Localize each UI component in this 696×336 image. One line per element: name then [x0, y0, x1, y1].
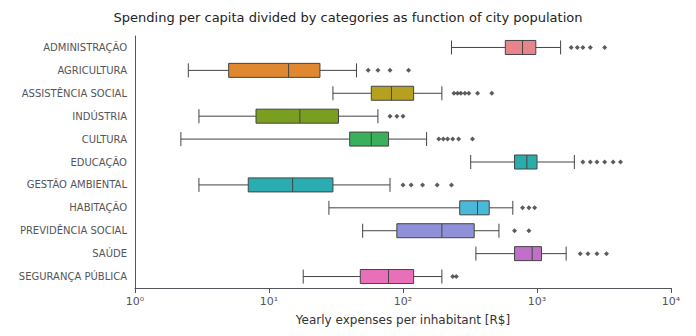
svg-text:10¹: 10¹ [260, 295, 278, 308]
svg-text:AGRICULTURA: AGRICULTURA [57, 65, 127, 76]
svg-text:Spending per capita divided by: Spending per capita divided by categorie… [114, 10, 583, 25]
svg-text:GESTÃO AMBIENTAL: GESTÃO AMBIENTAL [27, 178, 128, 190]
svg-text:CULTURA: CULTURA [82, 134, 127, 145]
svg-text:10²: 10² [394, 295, 412, 308]
svg-text:PREVIDÊNCIA SOCIAL: PREVIDÊNCIA SOCIAL [20, 224, 128, 236]
svg-text:Yearly expenses per inhabitant: Yearly expenses per inhabitant [R$] [295, 313, 510, 327]
svg-text:SAÚDE: SAÚDE [92, 247, 127, 259]
svg-text:SEGURANÇA PÚBLICA: SEGURANÇA PÚBLICA [19, 270, 127, 282]
svg-text:HABITAÇÃO: HABITAÇÃO [69, 201, 127, 213]
svg-text:INDÚSTRIA: INDÚSTRIA [72, 110, 127, 122]
svg-text:10⁰: 10⁰ [126, 295, 145, 308]
svg-text:10⁴: 10⁴ [662, 295, 681, 308]
svg-text:EDUCAÇÃO: EDUCAÇÃO [70, 156, 127, 168]
svg-text:ADMINISTRAÇÃO: ADMINISTRAÇÃO [43, 41, 127, 53]
svg-text:10³: 10³ [528, 295, 546, 308]
svg-text:ASSISTÊNCIA SOCIAL: ASSISTÊNCIA SOCIAL [22, 87, 128, 99]
